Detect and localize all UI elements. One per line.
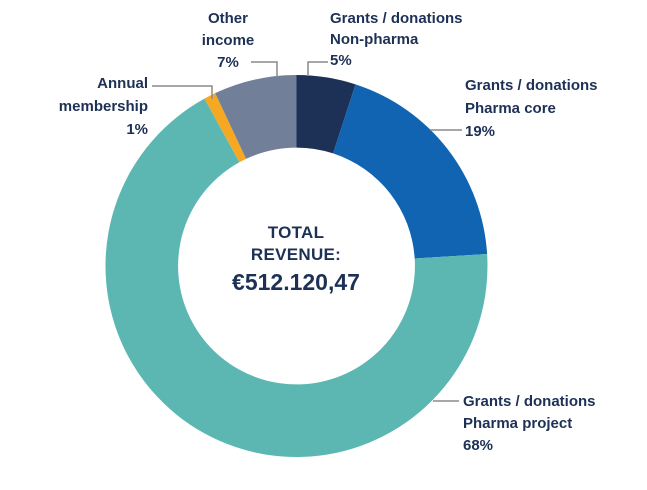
label-line: income: [201, 32, 255, 49]
total-revenue-line1: TOTAL: [267, 223, 325, 242]
label-line: membership: [58, 98, 148, 115]
label-line: Grants / donations: [465, 77, 598, 94]
slice-other-income: [215, 75, 297, 159]
label-line: Non-pharma: [330, 31, 419, 48]
label-other-income: Other income 7%: [178, 8, 278, 74]
label-annual-membership: Annual membership 1%: [59, 72, 148, 141]
label-pct: 68%: [463, 437, 494, 454]
label-line: Annual: [97, 75, 148, 92]
donut-slices: [105, 75, 488, 458]
label-pct: 19%: [465, 123, 496, 140]
slice-grants-donations-pharma-core: [333, 84, 488, 259]
leader-line-other-income: [251, 61, 278, 77]
label-pct: 1%: [126, 121, 148, 138]
label-line: Grants / donations: [330, 10, 463, 27]
label-line: Pharma project: [463, 415, 573, 432]
leader-lines: [152, 61, 462, 402]
slice-grants-donations-non-pharma: [296, 75, 356, 154]
leader-line-grants-donations-non-pharma: [307, 61, 328, 76]
label-line: Grants / donations: [463, 393, 596, 410]
total-revenue-line2: REVENUE:: [250, 245, 342, 264]
label-line: Other: [207, 10, 248, 27]
label-line: Pharma core: [465, 100, 556, 117]
slice-grants-donations-pharma-project: [105, 98, 488, 458]
leader-line-annual-membership: [152, 85, 213, 99]
label-grants-donations-pharma-core: Grants / donations Pharma core 19%: [465, 74, 598, 143]
total-revenue-value: €512.120,47: [232, 269, 360, 295]
label-pct: 5%: [330, 52, 352, 69]
label-pct: 7%: [217, 54, 239, 71]
label-grants-donations-pharma-project: Grants / donations Pharma project 68%: [463, 391, 596, 457]
slice-annual-membership: [204, 93, 247, 163]
label-grants-donations-non-pharma: Grants / donations Non-pharma 5%: [330, 8, 463, 71]
total-revenue-label: TOTAL REVENUE: €512.120,47: [196, 222, 396, 295]
